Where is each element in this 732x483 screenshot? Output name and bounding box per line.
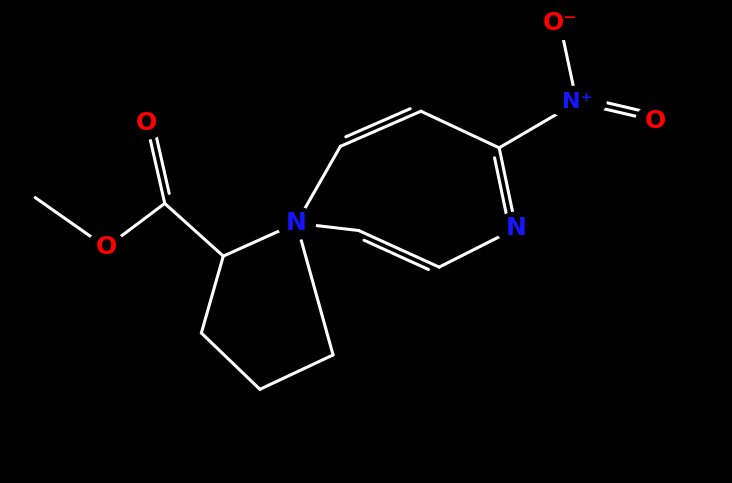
Text: O: O <box>136 111 157 135</box>
Text: O: O <box>96 235 117 259</box>
Text: N: N <box>286 211 307 235</box>
Ellipse shape <box>127 107 165 139</box>
Text: N: N <box>506 216 526 241</box>
Text: O: O <box>644 109 665 133</box>
Ellipse shape <box>636 105 674 137</box>
Ellipse shape <box>497 212 535 244</box>
Text: O⁻: O⁻ <box>542 12 577 35</box>
Ellipse shape <box>87 231 125 263</box>
Ellipse shape <box>277 207 315 239</box>
Ellipse shape <box>548 86 606 118</box>
Text: N⁺: N⁺ <box>561 92 592 113</box>
Ellipse shape <box>531 7 589 40</box>
